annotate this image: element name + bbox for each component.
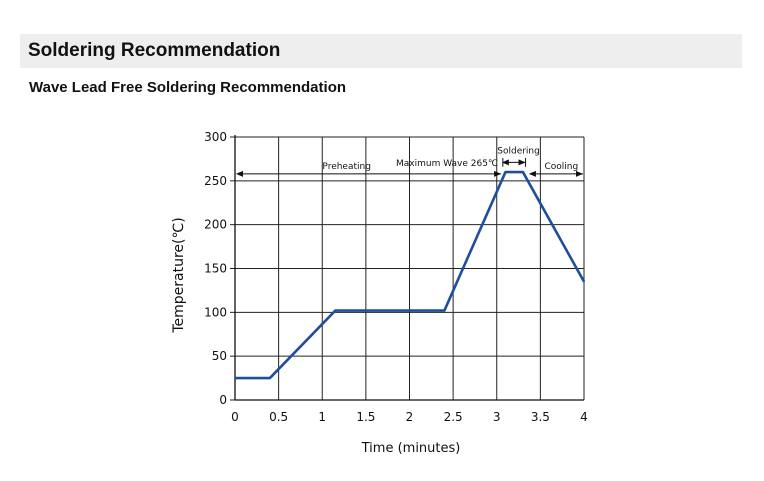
soldering-label: Soldering [497, 147, 540, 157]
cooling-label: Cooling [544, 162, 578, 172]
y-tick-label: 200 [204, 218, 227, 232]
x-tick-label: 3 [493, 410, 501, 424]
y-tick-label: 100 [204, 305, 227, 319]
profile-point [234, 377, 236, 379]
y-tick-label: 150 [204, 262, 227, 276]
profile-point [443, 309, 446, 312]
y-tick-label: 250 [204, 174, 227, 188]
y-axis-label: Temperature(℃) [171, 217, 187, 333]
x-tick-label: 0 [231, 410, 239, 424]
chart-annotations: Preheating Maximum Wave 265℃ Soldering Cool… [236, 147, 583, 177]
max-wave-label: Maximum Wave 265℃ [396, 159, 498, 169]
profile-point [583, 280, 585, 283]
chart-axes: 0 0.5 1 1.5 2 2.5 3 3.5 4 0 50 100 150 200 250 300 [204, 130, 588, 424]
section-header-bar: Soldering Recommendation [20, 34, 742, 68]
y-tick-label: 300 [204, 130, 227, 144]
profile-point [504, 171, 507, 173]
y-tick-label: 50 [212, 349, 227, 363]
x-tick-label: 4 [580, 410, 588, 424]
chart-grid [234, 136, 585, 401]
profile-point [334, 309, 337, 312]
section-title: Soldering Recommendation [28, 40, 281, 61]
chart-series [234, 170, 586, 380]
profile-point [522, 171, 524, 173]
preheating-label: Preheating [322, 162, 371, 172]
subsection-title: Wave Lead Free Soldering Recommendation [29, 79, 347, 96]
y-tick-label: 0 [219, 393, 227, 407]
x-axis-label: Time (minutes) [361, 441, 461, 456]
x-tick-label: 0.5 [269, 410, 288, 424]
profile-point [269, 377, 271, 379]
x-tick-label: 3.5 [531, 410, 550, 424]
x-tick-label: 1.5 [356, 410, 375, 424]
x-tick-label: 2.5 [444, 410, 463, 424]
x-tick-label: 1 [318, 410, 326, 424]
x-tick-label: 2 [406, 410, 414, 424]
